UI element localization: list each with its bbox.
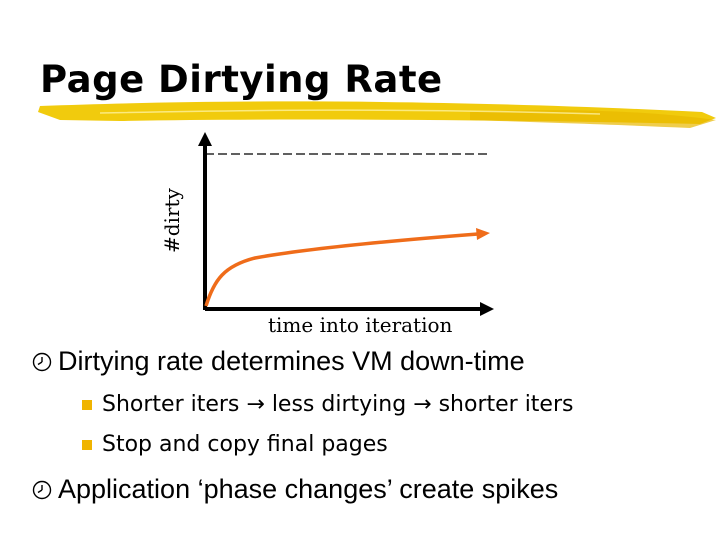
sub-bullet-item: Stop and copy final pages [82, 432, 388, 457]
sub-bullet-text: Stop and copy final pages [102, 432, 388, 457]
bullet-text: Dirtying rate determines VM down-time [58, 346, 525, 376]
brush-stroke-accent [470, 110, 716, 128]
square-bullet-icon [82, 439, 92, 450]
y-axis-arrow [198, 132, 212, 146]
dirty-pages-curve [204, 232, 479, 307]
clock-icon [32, 352, 52, 371]
clock-icon [32, 480, 52, 499]
slide-title: Page Dirtying Rate [40, 58, 443, 101]
bullet-item: Application ‘phase changes’ create spike… [30, 474, 558, 505]
x-axis-label: time into iteration [268, 313, 453, 337]
square-bullet-icon [82, 399, 92, 410]
title-underline-brush [38, 101, 716, 128]
y-axis-label: #dirty [160, 187, 184, 253]
sub-bullet-item: Shorter iters → less dirtying → shorter … [82, 392, 573, 417]
curve-arrow [476, 228, 490, 240]
brush-highlight [99, 109, 601, 115]
x-axis-arrow [480, 302, 494, 316]
bullet-text: Application ‘phase changes’ create spike… [58, 474, 559, 504]
sub-bullet-text: Shorter iters → less dirtying → shorter … [102, 392, 574, 417]
bullet-item: Dirtying rate determines VM down-time [30, 346, 525, 377]
